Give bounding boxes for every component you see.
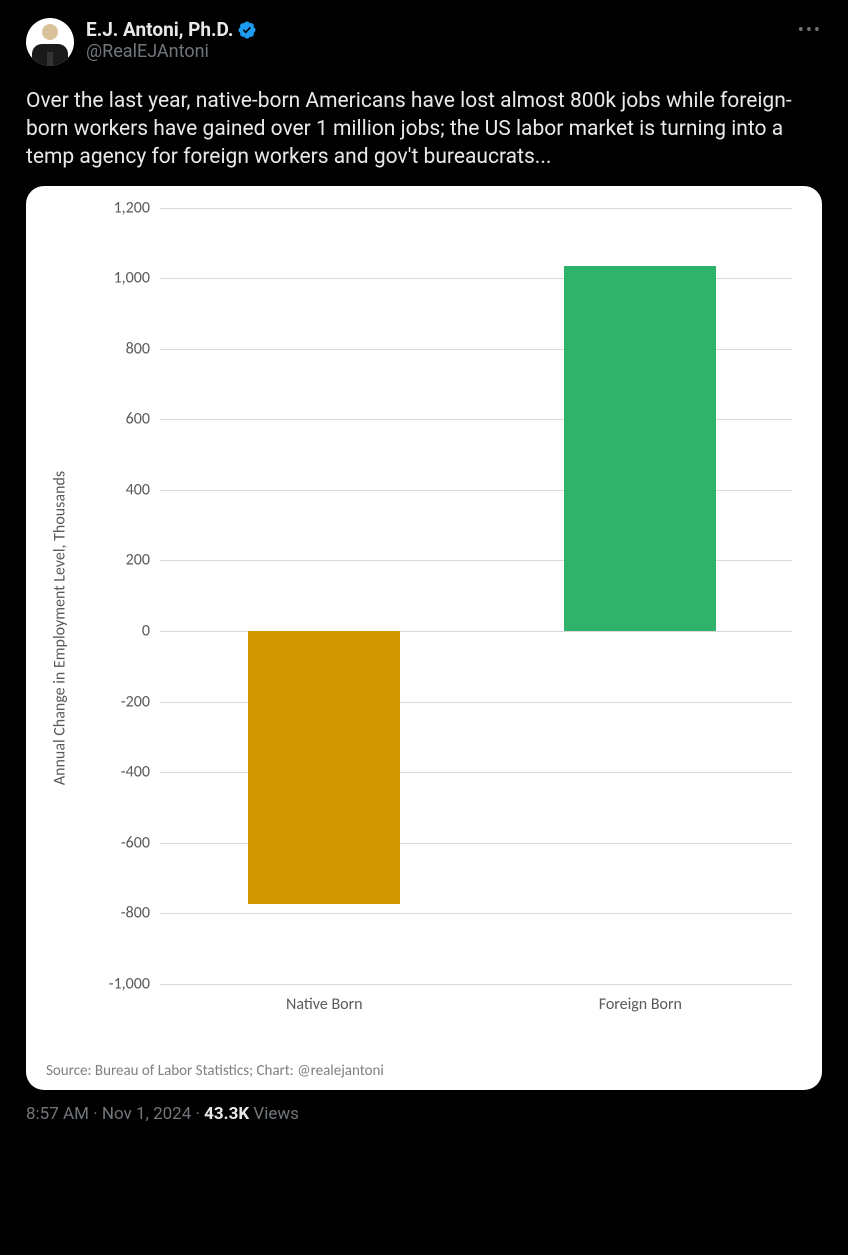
- y-tick-label: -200: [121, 692, 150, 711]
- chart-source: Source: Bureau of Labor Statistics; Char…: [40, 1062, 808, 1080]
- tweet-date[interactable]: Nov 1, 2024: [102, 1104, 191, 1124]
- views-count[interactable]: 43.3K: [204, 1104, 249, 1124]
- tweet-meta: 8:57 AM · Nov 1, 2024 · 43.3K Views: [26, 1104, 822, 1124]
- gridline: [160, 984, 792, 985]
- y-tick-label: 1,200: [114, 198, 150, 217]
- tweet-header: E.J. Antoni, Ph.D. @RealEJAntoni •••: [26, 18, 822, 66]
- gridline: [160, 913, 792, 914]
- chart-card: Annual Change in Employment Level, Thous…: [26, 186, 822, 1090]
- y-tick-label: 1,000: [114, 269, 150, 288]
- bar: [564, 266, 716, 631]
- y-tick-label: 800: [126, 339, 150, 358]
- y-tick-label: 0: [142, 622, 150, 641]
- gridline: [160, 208, 792, 209]
- x-axis-label: Native Born: [286, 995, 363, 1014]
- y-tick-label: -600: [121, 833, 150, 852]
- chart-plot: 1,2001,0008006004002000-200-400-600-800-…: [160, 208, 792, 984]
- handle[interactable]: @RealEJAntoni: [86, 41, 257, 62]
- tweet-text: Over the last year, native-born American…: [26, 88, 822, 172]
- y-tick-label: 600: [126, 410, 150, 429]
- y-axis-title: Annual Change in Employment Level, Thous…: [51, 471, 70, 785]
- more-options-icon[interactable]: •••: [798, 20, 822, 41]
- views-label: Views: [249, 1104, 299, 1124]
- y-tick-label: 200: [126, 551, 150, 570]
- author-block: E.J. Antoni, Ph.D. @RealEJAntoni: [86, 18, 257, 62]
- x-axis-label: Foreign Born: [599, 995, 682, 1014]
- chart-area: Annual Change in Employment Level, Thous…: [40, 198, 808, 1058]
- y-tick-label: -400: [121, 763, 150, 782]
- display-name[interactable]: E.J. Antoni, Ph.D.: [86, 18, 233, 41]
- y-tick-label: 400: [126, 480, 150, 499]
- verified-badge-icon: [237, 20, 257, 40]
- y-tick-label: -800: [121, 904, 150, 923]
- tweet-time[interactable]: 8:57 AM: [26, 1104, 89, 1124]
- bar: [248, 631, 400, 904]
- y-tick-label: -1,000: [109, 974, 150, 993]
- avatar[interactable]: [26, 18, 74, 66]
